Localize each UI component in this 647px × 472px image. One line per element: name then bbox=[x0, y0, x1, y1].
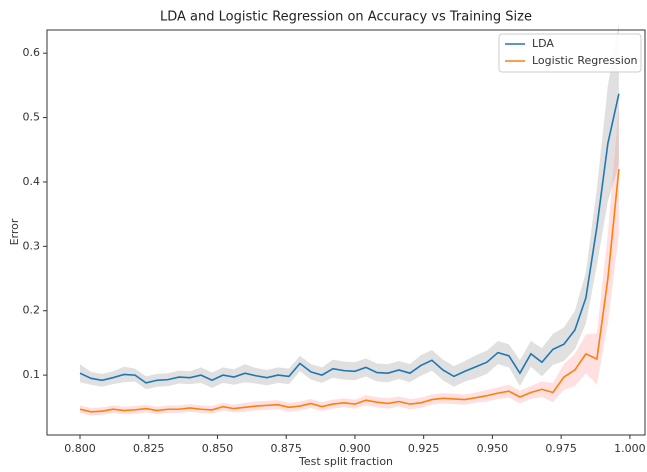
y-axis-label: Error bbox=[8, 218, 21, 245]
x-tick-label: 0.950 bbox=[477, 442, 509, 455]
legend-label: LDA bbox=[532, 37, 554, 50]
x-tick-label: 0.925 bbox=[408, 442, 440, 455]
line bbox=[79, 93, 620, 384]
line bbox=[79, 168, 620, 413]
plot-frame bbox=[46, 29, 646, 436]
x-tick-label: 0.875 bbox=[270, 442, 302, 455]
y-tick-label: 0.5 bbox=[23, 111, 41, 124]
legend-box bbox=[498, 33, 642, 73]
x-tick-label: 0.800 bbox=[64, 442, 96, 455]
y-tick-label: 0.3 bbox=[23, 239, 41, 252]
error-band bbox=[79, 22, 619, 390]
x-tick-label: 0.850 bbox=[202, 442, 234, 455]
x-axis-label: Test split fraction bbox=[298, 455, 393, 468]
y-tick-label: 0.4 bbox=[23, 175, 41, 188]
x-tick-label: 0.975 bbox=[545, 442, 577, 455]
x-tick-label: 0.825 bbox=[133, 442, 165, 455]
x-tick-label: 0.900 bbox=[339, 442, 371, 455]
x-tick-label: 1.000 bbox=[614, 442, 646, 455]
legend-label: Logistic Regression bbox=[532, 54, 638, 67]
y-tick-label: 0.2 bbox=[23, 304, 41, 317]
y-tick-label: 0.1 bbox=[23, 368, 41, 381]
chart-title: LDA and Logistic Regression on Accuracy … bbox=[160, 10, 532, 25]
error-band bbox=[79, 104, 619, 416]
y-tick-label: 0.6 bbox=[23, 46, 41, 59]
